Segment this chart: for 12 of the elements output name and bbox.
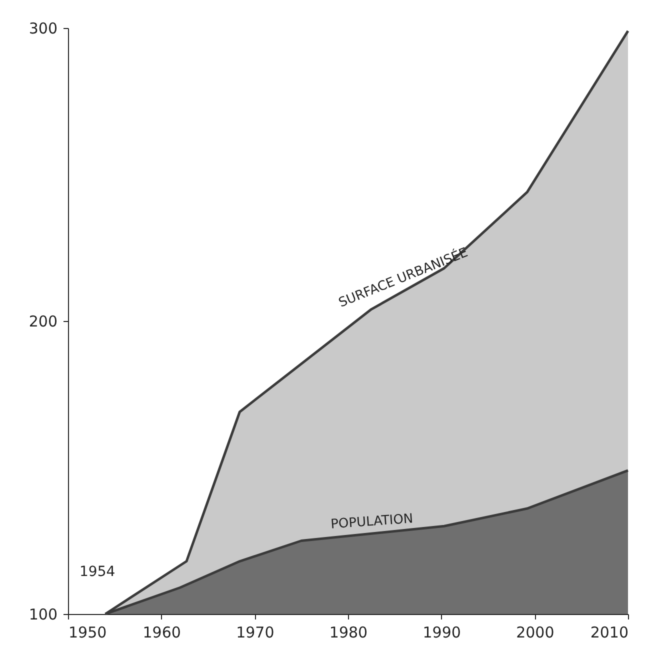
y-tick-label: 100 [28,606,58,624]
y-tick-label: 300 [28,20,58,38]
y-tick-label: 200 [28,312,58,330]
annotation: 1954 [80,564,116,580]
x-tick-label: 1950 [68,624,107,642]
x-tick-label: 1970 [236,624,274,642]
series-label: POPULATION [330,512,414,532]
x-tick-label: 1960 [142,624,181,642]
x-tick-label: 1980 [329,624,368,642]
x-tick-label: 1990 [422,624,461,642]
x-tick-label: 2010 [590,624,628,642]
x-tick-label: 2000 [516,624,554,642]
